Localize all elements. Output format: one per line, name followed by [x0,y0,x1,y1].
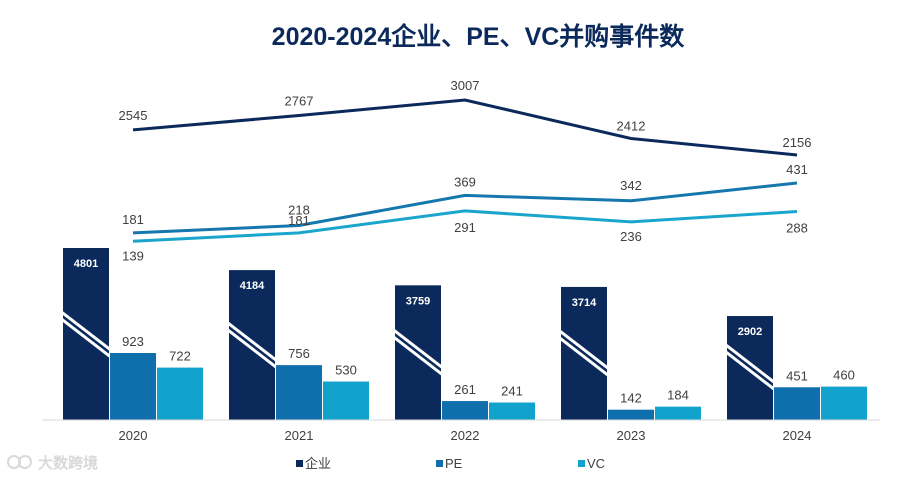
bar-pe-2020 [110,353,156,420]
bar-label-vc-2021: 530 [335,363,357,378]
bar-label-vc-2023: 184 [667,388,689,403]
bar-label-pe-2021: 756 [288,346,310,361]
bar-pe-2021 [276,365,322,420]
axis-break-stripe [393,336,443,376]
bar-enterprise-2022 [395,285,441,420]
axis-break-stripe [393,329,443,369]
line-label-enterprise-2023: 2412 [617,118,646,133]
watermark-text: 大数跨境 [38,454,98,472]
line-label-enterprise-2024: 2156 [783,135,812,150]
line-enterprise [132,98,798,157]
legend: 企业 PE VC [296,456,605,471]
axis-break-stripe [227,328,277,369]
line-label-pe-2020: 181 [122,212,144,227]
line-label-vc-2024: 288 [786,221,808,236]
bar-label-enterprise-2024: 2902 [738,326,762,338]
line-label-pe-2021: 218 [288,203,310,218]
bar-enterprise-2020 [63,248,109,420]
x-tick-2024: 2024 [783,428,812,443]
axis-break-stripe [559,329,609,370]
x-tick-2023: 2023 [617,428,646,443]
line-label-pe-2022: 369 [454,174,476,189]
bar-enterprise-2023 [561,286,607,420]
bar-label-enterprise-2022: 3759 [406,295,430,307]
legend-swatch-pe [436,460,443,467]
chart-title: 2020-2024企业、PE、VC并购事件数 [272,22,686,51]
bar-label-enterprise-2020: 4801 [74,258,98,270]
line-label-vc-2022: 291 [454,220,476,235]
line-label-enterprise-2022: 3007 [451,78,480,93]
axis-break-stripe [725,343,775,384]
legend-label-enterprise: 企业 [305,456,331,471]
axis-break-stripe [227,321,277,362]
bar-enterprise-2021 [229,270,275,420]
bar-label-vc-2024: 460 [833,368,855,383]
line-label-enterprise-2021: 2767 [285,94,314,109]
bar-vc-2024 [821,386,867,420]
bar-label-pe-2023: 142 [620,391,642,406]
bar-label-vc-2022: 241 [501,384,523,399]
bar-vc-2020 [157,367,203,420]
line-label-pe-2024: 431 [786,162,808,177]
line-label-vc-2023: 236 [620,229,642,244]
x-tick-2021: 2021 [285,428,314,443]
line-vc [132,209,798,243]
bar-label-pe-2024: 451 [786,368,808,383]
axis-break-stripe [61,311,111,351]
bars-layer: 4801 4184 3759 3714 2902 923 756 261 142 451 722 53… [61,248,867,420]
axis-break-stripe [559,336,609,377]
bar-pe-2023 [608,409,654,420]
line-label-enterprise-2020: 2545 [119,108,148,123]
bar-pe-2022 [442,401,488,420]
x-tick-2022: 2022 [451,428,480,443]
bar-enterprise-2024 [727,316,773,420]
watermark-logo-icon-2 [18,455,32,469]
line-label-pe-2023: 342 [620,178,642,193]
bar-label-pe-2020: 923 [122,334,144,349]
axis-break-stripe [61,318,111,358]
legend-label-vc: VC [587,456,605,471]
bar-label-enterprise-2021: 4184 [240,280,265,292]
line-pe [132,181,798,235]
bar-label-pe-2022: 261 [454,382,476,397]
legend-label-pe: PE [445,456,463,471]
bar-label-enterprise-2023: 3714 [572,297,597,309]
bar-vc-2023 [655,406,701,420]
line-label-vc-2021: 181 [288,213,310,228]
line-label-vc-2020: 139 [122,248,144,263]
x-tick-2020: 2020 [119,428,148,443]
axis-break-stripe [725,350,775,391]
bar-pe-2024 [774,387,820,420]
bar-vc-2022 [489,402,535,420]
bar-vc-2021 [323,381,369,420]
watermark: 大数跨境 [7,454,98,472]
x-axis-ticks: 2020 2021 2022 2023 2024 [119,428,812,443]
legend-swatch-vc [578,460,585,467]
bar-label-vc-2020: 722 [169,349,191,364]
legend-swatch-enterprise [296,460,303,467]
